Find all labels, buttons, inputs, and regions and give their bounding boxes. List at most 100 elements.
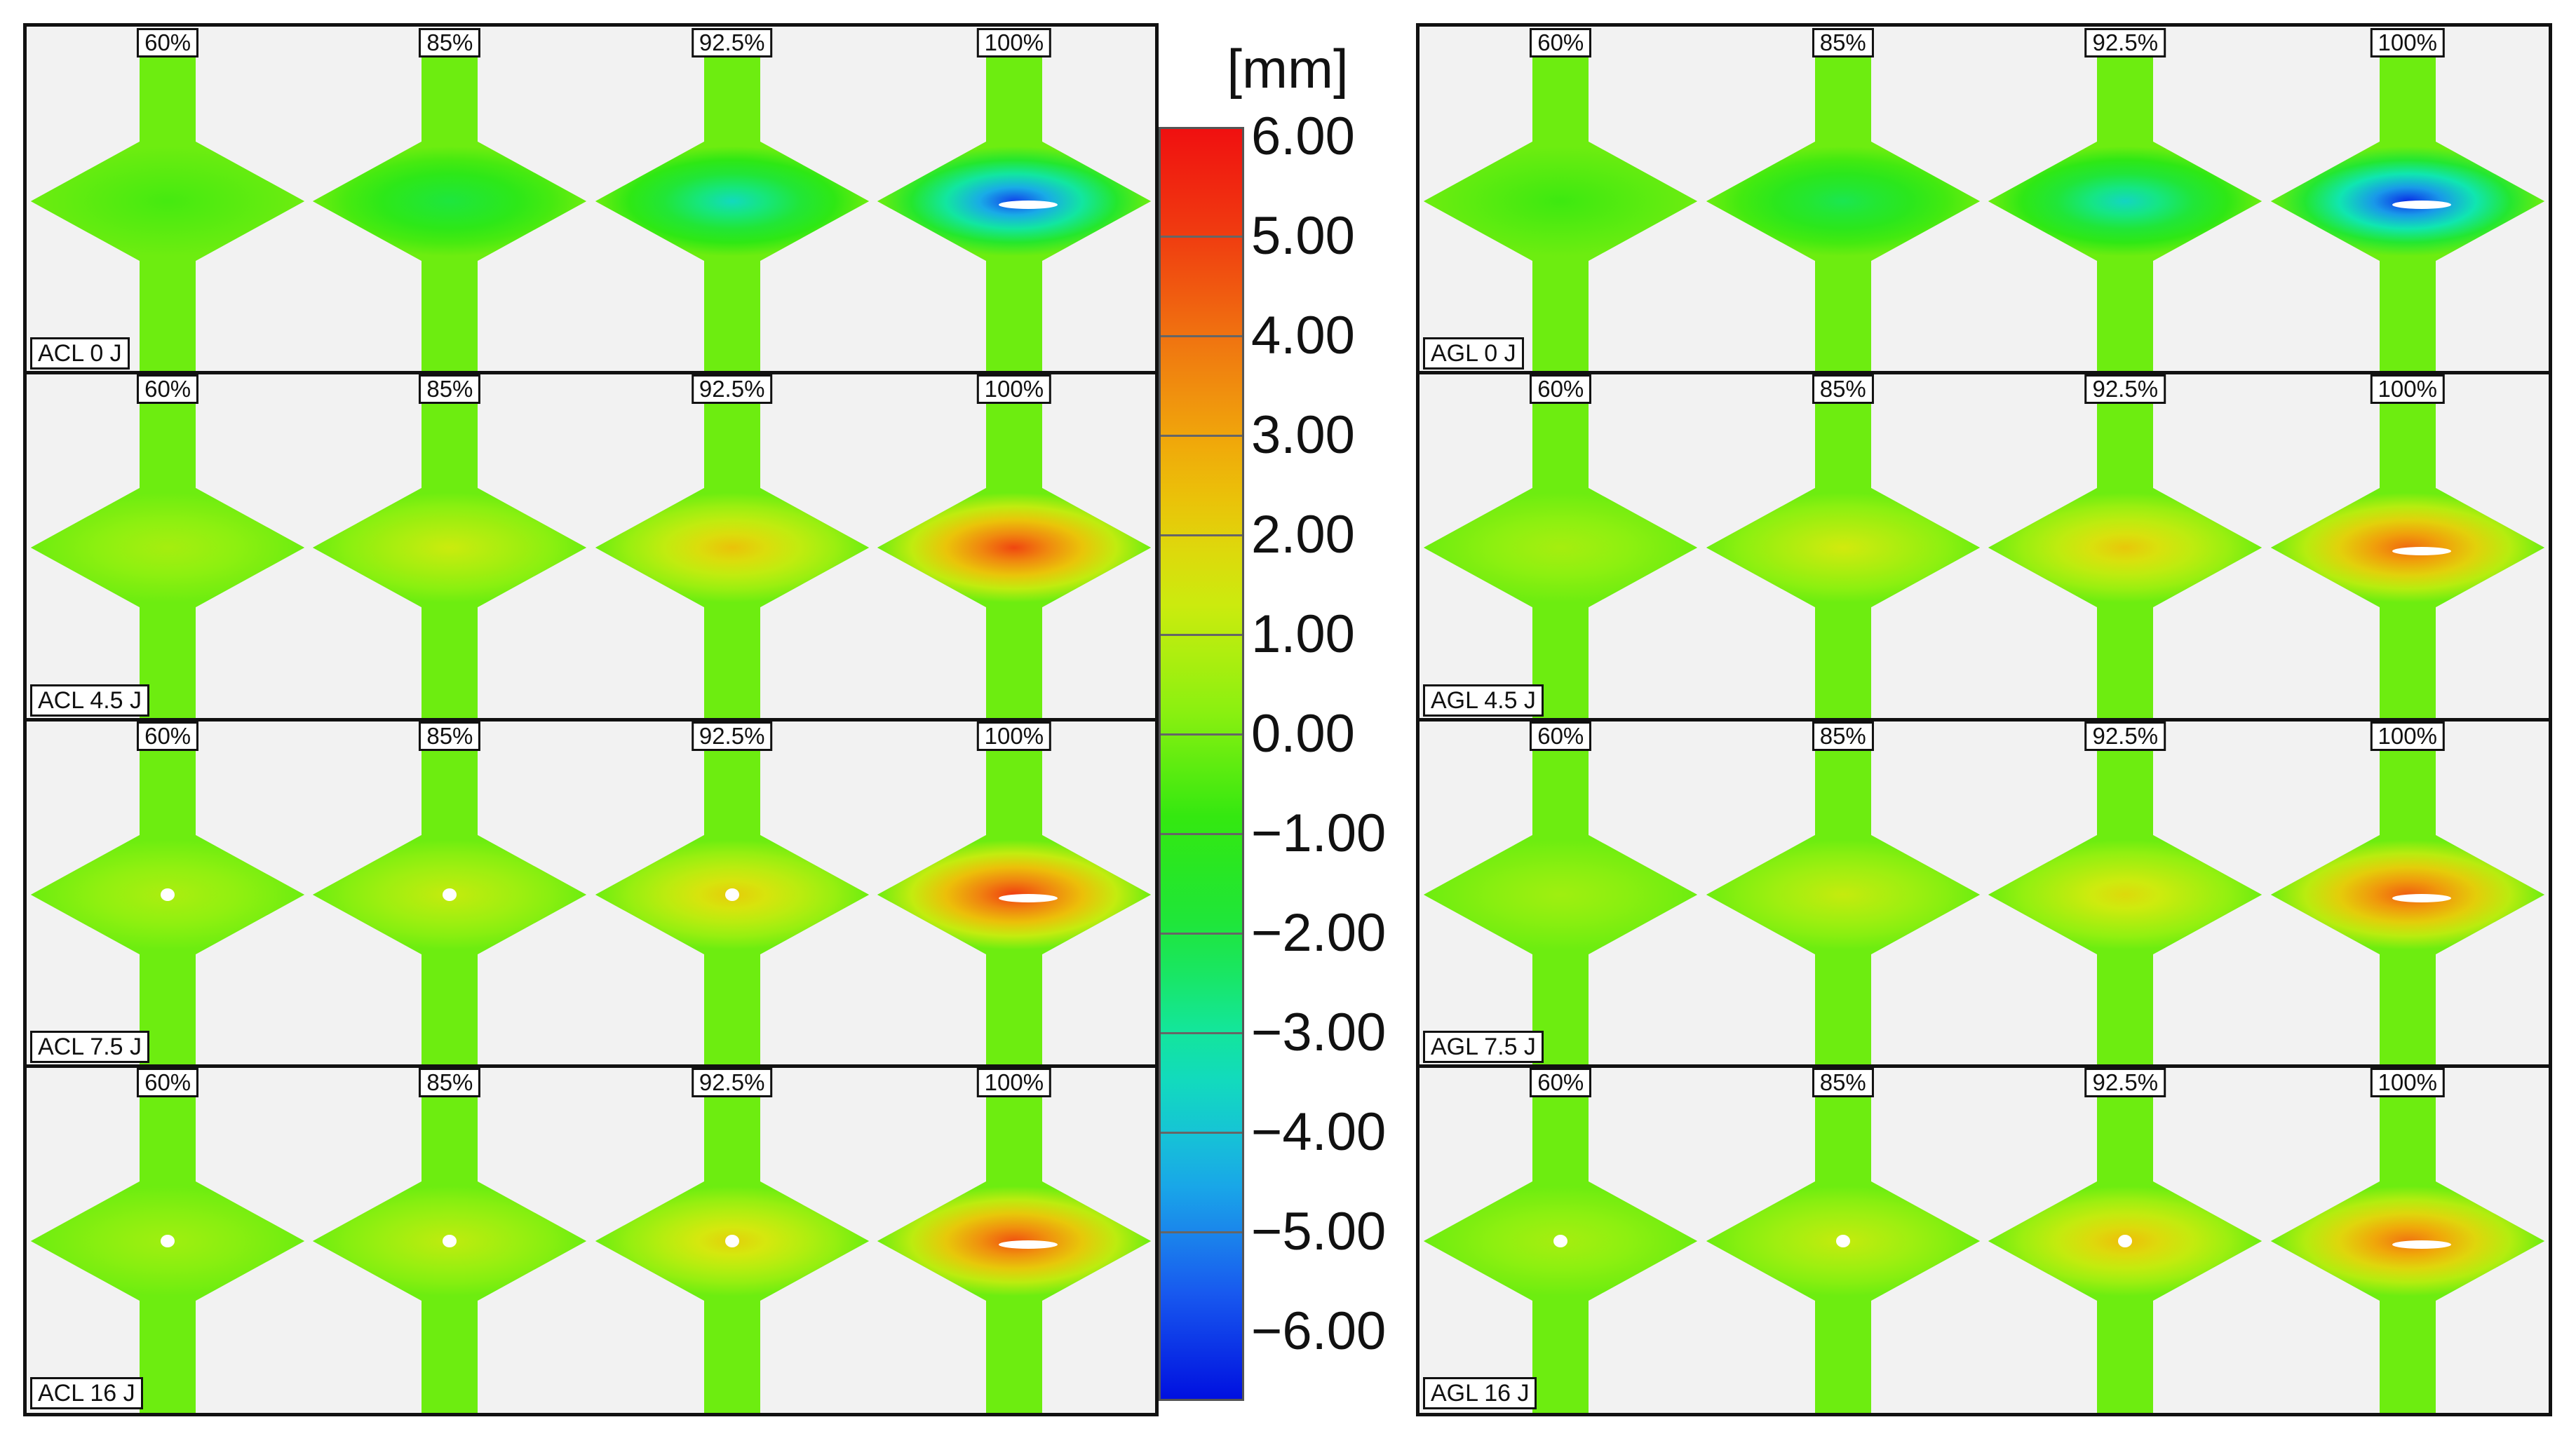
colorbar-tick	[1161, 1031, 1242, 1034]
colorbar-tick	[1161, 435, 1242, 438]
colorbar-tick	[1161, 832, 1242, 835]
deformation-field	[313, 376, 587, 720]
load-percent-label: 100%	[2370, 374, 2445, 405]
specimen-row: 60% 85% 92.5% 100% ACL 0 J	[27, 27, 1155, 374]
specimen-contour	[877, 722, 1151, 1066]
colorbar-tick-label: 3.00	[1251, 405, 1355, 466]
deformation-field	[31, 29, 305, 374]
load-percent-label: 85%	[1812, 721, 1874, 751]
specimen-contour	[595, 1069, 869, 1413]
colorbar-tick-label: −1.00	[1251, 803, 1387, 863]
load-percent-label: 100%	[976, 1067, 1052, 1097]
specimen-row: 60% 85% 92.5% 100% AGL 4.5 J	[1420, 371, 2549, 720]
missing-data-patch	[443, 1234, 457, 1247]
specimen-row-label: AGL 0 J	[1423, 337, 1524, 370]
load-percent-label: 100%	[2370, 721, 2445, 751]
specimen-row-label: AGL 7.5 J	[1423, 1030, 1544, 1063]
specimen-row: 60% 85% 92.5% 100% AGL 0 J	[1420, 27, 2549, 374]
missing-data-patch	[161, 1234, 175, 1247]
colorbar-tick-label: −6.00	[1251, 1301, 1387, 1361]
specimen-contour	[313, 29, 587, 374]
load-percent-label: 100%	[2370, 1067, 2445, 1097]
deformation-field	[1988, 29, 2263, 374]
specimen-contour	[313, 376, 587, 720]
colorbar-unit: [mm]	[1227, 38, 1349, 100]
specimen-contour	[313, 722, 587, 1066]
specimen-contour	[1424, 29, 1698, 374]
specimen-contour	[1706, 376, 1980, 720]
load-percent-label: 100%	[976, 721, 1052, 751]
deformation-field	[1706, 29, 1980, 374]
deformation-field	[595, 29, 869, 374]
load-percent-label: 60%	[137, 28, 199, 57]
colorbar-tick-label: 4.00	[1251, 306, 1355, 366]
colorbar-tick-label: −4.00	[1251, 1102, 1387, 1162]
specimen-row-label: AGL 16 J	[1423, 1377, 1537, 1409]
deformation-field	[595, 376, 869, 720]
colorbar-tick-label: 5.00	[1251, 206, 1355, 266]
specimen-contour	[1988, 1069, 2263, 1413]
missing-data-patch	[161, 888, 175, 901]
load-percent-label: 60%	[1530, 1067, 1592, 1097]
deformation-field	[31, 376, 305, 720]
deformation-field	[1424, 722, 1698, 1066]
load-percent-label: 92.5%	[691, 28, 773, 57]
colorbar-panel: [mm] 6.00 5.00 4.00 3.00 2.00 1.00 0.00 −1.00 −2…	[1159, 23, 1417, 1416]
row-divider	[1420, 371, 2549, 375]
colorbar-tick-label: −5.00	[1251, 1201, 1387, 1261]
colorbar-tick	[1161, 932, 1242, 935]
specimen-row: 60% 85% 92.5% 100% ACL 16 J	[27, 1064, 1155, 1413]
specimen-contour	[1988, 376, 2263, 720]
row-divider	[1420, 717, 2549, 722]
specimen-contour	[1706, 722, 1980, 1066]
specimen-contour	[31, 29, 305, 374]
load-percent-label: 100%	[976, 374, 1052, 405]
colorbar-tick	[1161, 1231, 1242, 1233]
deformation-field	[877, 376, 1151, 720]
specimen-contour	[31, 722, 305, 1066]
colorbar-tick	[1161, 733, 1242, 736]
load-percent-label: 85%	[1812, 28, 1874, 57]
colorbar-tick-label: 2.00	[1251, 505, 1355, 564]
specimen-contour	[313, 1069, 587, 1413]
deformation-field	[1424, 376, 1698, 720]
specimen-contour	[1424, 376, 1698, 720]
specimen-contour	[1706, 29, 1980, 374]
specimen-row: 60% 85% 92.5% 100% ACL 7.5 J	[27, 717, 1155, 1066]
missing-data-patch	[2392, 201, 2451, 210]
specimen-contour	[877, 1069, 1151, 1413]
load-percent-label: 92.5%	[2084, 721, 2166, 751]
load-percent-label: 85%	[419, 1067, 481, 1097]
load-percent-label: 60%	[1530, 721, 1592, 751]
missing-data-patch	[998, 201, 1058, 210]
specimen-contour	[31, 376, 305, 720]
deformation-field	[1988, 376, 2263, 720]
load-percent-label: 60%	[1530, 374, 1592, 405]
specimen-contour	[1988, 722, 2263, 1066]
deformation-field	[1424, 29, 1698, 374]
row-divider	[1420, 1064, 2549, 1068]
specimen-contour	[595, 376, 869, 720]
specimen-contour	[2270, 722, 2544, 1066]
colorbar-tick	[1161, 335, 1242, 338]
specimen-row-label: ACL 0 J	[30, 337, 130, 370]
colorbar-gradient	[1159, 127, 1244, 1401]
colorbar-tick-label: 1.00	[1251, 604, 1355, 664]
agl-panel: 60% 85% 92.5% 100% AGL 0 J 60% 85% 92.5% 100% AGL…	[1416, 23, 2552, 1416]
colorbar-tick	[1161, 236, 1242, 238]
row-divider	[27, 1064, 1155, 1068]
acl-panel: 60% 85% 92.5% 100% ACL 0 J 60% 85% 92.5% 100% ACL…	[23, 23, 1159, 1416]
deformation-field	[313, 29, 587, 374]
load-percent-label: 92.5%	[691, 1067, 773, 1097]
colorbar-tick	[1161, 1131, 1242, 1134]
specimen-contour	[595, 722, 869, 1066]
missing-data-patch	[443, 888, 457, 901]
missing-data-patch	[2118, 1234, 2133, 1247]
load-percent-label: 100%	[976, 28, 1052, 57]
colorbar-tick-label: −2.00	[1251, 902, 1387, 963]
specimen-row: 60% 85% 92.5% 100% AGL 7.5 J	[1420, 717, 2549, 1066]
load-percent-label: 92.5%	[2084, 1067, 2166, 1097]
load-percent-label: 85%	[1812, 1067, 1874, 1097]
colorbar-tick	[1161, 633, 1242, 636]
specimen-row: 60% 85% 92.5% 100% AGL 16 J	[1420, 1064, 2549, 1413]
